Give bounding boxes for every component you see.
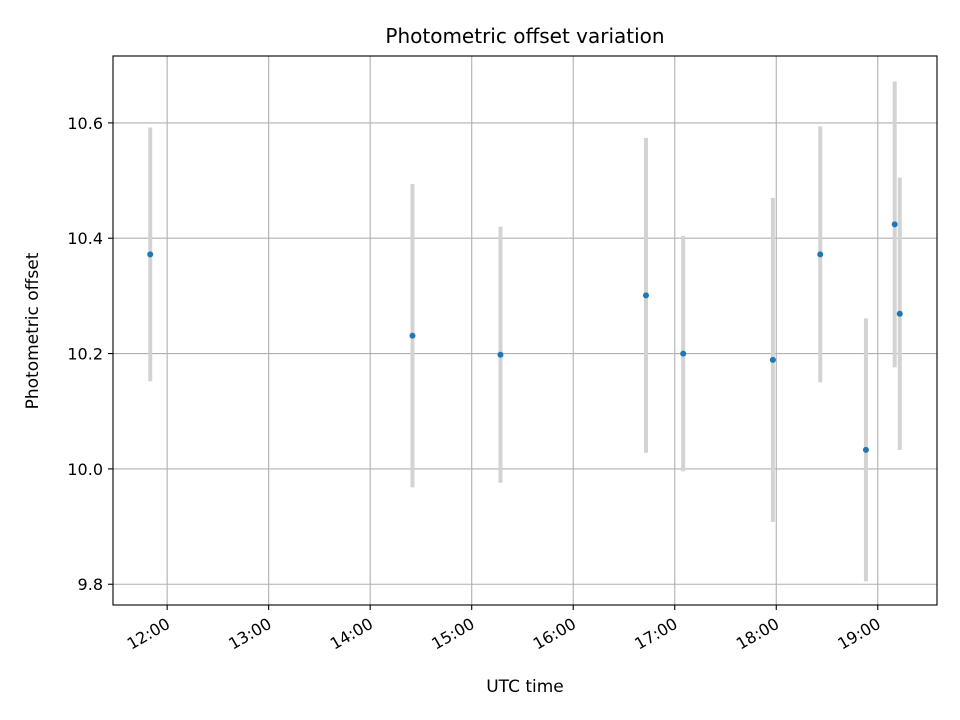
- chart-title: Photometric offset variation: [385, 24, 664, 48]
- y-axis-label: Photometric offset: [23, 252, 43, 409]
- y-tick-label: 9.8: [78, 575, 103, 594]
- data-points: [147, 221, 903, 453]
- plot-frame: [112, 55, 938, 606]
- y-axis: 9.8 10.0 10.2 10.4 10.6: [67, 114, 113, 594]
- data-point: [769, 356, 776, 363]
- data-point: [642, 292, 649, 299]
- data-point: [680, 350, 687, 357]
- data-point: [497, 351, 504, 358]
- data-point: [147, 251, 154, 258]
- y-tick-label: 10.2: [67, 345, 103, 364]
- data-point: [896, 310, 903, 317]
- data-point: [409, 332, 416, 339]
- x-axis-label: UTC time: [486, 677, 564, 697]
- y-tick-label: 10.0: [67, 460, 103, 479]
- y-tick-label: 10.6: [67, 114, 103, 133]
- y-tick-label: 10.4: [67, 229, 103, 248]
- grid: [113, 56, 937, 605]
- data-point: [862, 446, 869, 453]
- data-point: [891, 221, 898, 228]
- data-point: [817, 251, 824, 258]
